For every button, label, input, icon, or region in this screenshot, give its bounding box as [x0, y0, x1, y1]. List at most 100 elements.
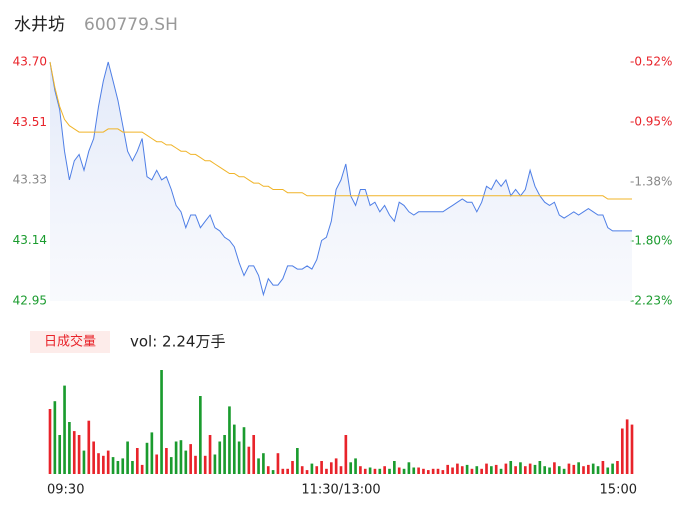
volume-bar	[58, 435, 62, 474]
volume-bar	[582, 466, 585, 474]
volume-bar	[140, 464, 144, 474]
volume-bar	[160, 370, 163, 474]
volume-bar	[567, 463, 571, 474]
volume-bar	[291, 461, 294, 474]
volume-bar	[334, 458, 338, 474]
volume-bar	[344, 435, 348, 474]
volume-bar	[169, 457, 173, 474]
volume-bar	[223, 435, 226, 474]
price-line	[49, 61, 632, 297]
volume-bar	[286, 468, 289, 474]
y-tick-label: 43.33	[13, 172, 47, 186]
volume-bar	[48, 409, 52, 474]
volume-bar	[383, 466, 386, 474]
volume-bar	[388, 468, 391, 474]
volume-bar	[111, 457, 115, 474]
volume-bar	[296, 448, 299, 474]
volume-bar	[237, 441, 241, 474]
volume-bar	[53, 401, 57, 474]
volume-bar	[446, 464, 450, 474]
volume-bar	[97, 453, 100, 474]
y-tick-label: 43.14	[13, 233, 47, 247]
volume-bar	[562, 468, 566, 474]
volume-bar	[514, 466, 517, 474]
volume-bar	[359, 466, 362, 474]
volume-bar	[475, 466, 479, 474]
volume-bar	[320, 461, 323, 474]
volume-bar	[451, 467, 454, 474]
volume-bar	[465, 464, 469, 474]
volume-bar	[228, 406, 231, 474]
volume-total: vol: 2.24万手	[130, 333, 225, 351]
y2-tick-label: -0.95%	[630, 115, 672, 129]
volume-bar	[402, 468, 406, 474]
x-tick-label: 09:30	[47, 483, 84, 498]
volume-bar	[106, 450, 110, 474]
volume-bar	[63, 385, 66, 474]
volume-bar	[189, 444, 192, 474]
volume-bar	[543, 466, 547, 474]
volume-bar	[431, 468, 435, 474]
volume-bar	[494, 464, 498, 474]
volume-bar	[393, 461, 396, 474]
volume-bar	[179, 440, 183, 474]
volume-bar	[121, 458, 125, 474]
volume-bar	[276, 453, 280, 474]
y2-tick-label: -1.38%	[630, 175, 672, 189]
volume-bar	[339, 466, 343, 474]
x-tick-label: 15:00	[600, 483, 637, 498]
volume-bar	[407, 462, 411, 474]
volume-bar	[378, 468, 382, 474]
volume-bar	[504, 463, 508, 474]
volume-bar	[596, 466, 600, 474]
volume-bar	[281, 468, 285, 474]
volume-bar	[305, 470, 309, 474]
x-tick-label: 11:30/13:00	[301, 483, 380, 498]
volume-bar	[68, 422, 71, 474]
volume-title: 日成交量	[44, 334, 96, 350]
volume-bar	[460, 466, 464, 474]
volume-bar	[252, 435, 256, 474]
volume-bar	[533, 464, 537, 474]
volume-bar	[519, 462, 522, 474]
volume-bar	[436, 468, 440, 474]
volume-bar	[165, 448, 168, 474]
volume-bar	[528, 463, 532, 474]
volume-bar	[587, 464, 590, 474]
volume-bar	[548, 467, 551, 474]
volume-bar	[572, 464, 576, 474]
volume-bar	[456, 463, 459, 474]
volume-bar	[102, 455, 105, 474]
volume-bar	[82, 450, 86, 474]
volume-bar	[557, 466, 561, 474]
volume-bar	[92, 441, 95, 474]
volume-bar	[499, 468, 503, 474]
volume-bar	[116, 461, 120, 474]
volume-bar	[257, 458, 260, 474]
volume-bar	[325, 468, 328, 474]
volume-bar	[611, 463, 614, 474]
y-tick-label: 43.51	[13, 115, 47, 129]
volume-bar	[509, 461, 513, 474]
volume-bar	[606, 467, 610, 474]
average-line	[49, 61, 632, 200]
volume-bar	[242, 427, 246, 474]
volume-bar	[208, 435, 212, 474]
volume-bar	[373, 468, 377, 474]
volume-bar	[213, 454, 217, 474]
volume-bar	[300, 466, 304, 474]
volume-bar	[218, 441, 222, 474]
volume-bar	[397, 467, 401, 474]
volume-bar	[490, 466, 493, 474]
volume-bar	[174, 441, 178, 474]
volume-bar	[620, 428, 624, 474]
y-tick-label: 43.70	[13, 55, 47, 69]
stock-code: 600779.SH	[84, 15, 178, 35]
volume-bar	[87, 420, 91, 474]
volume-bar	[601, 461, 605, 474]
volume-bar	[422, 468, 425, 474]
volume-bar	[630, 424, 634, 474]
volume-bar	[232, 424, 236, 474]
volume-bar	[523, 466, 527, 474]
